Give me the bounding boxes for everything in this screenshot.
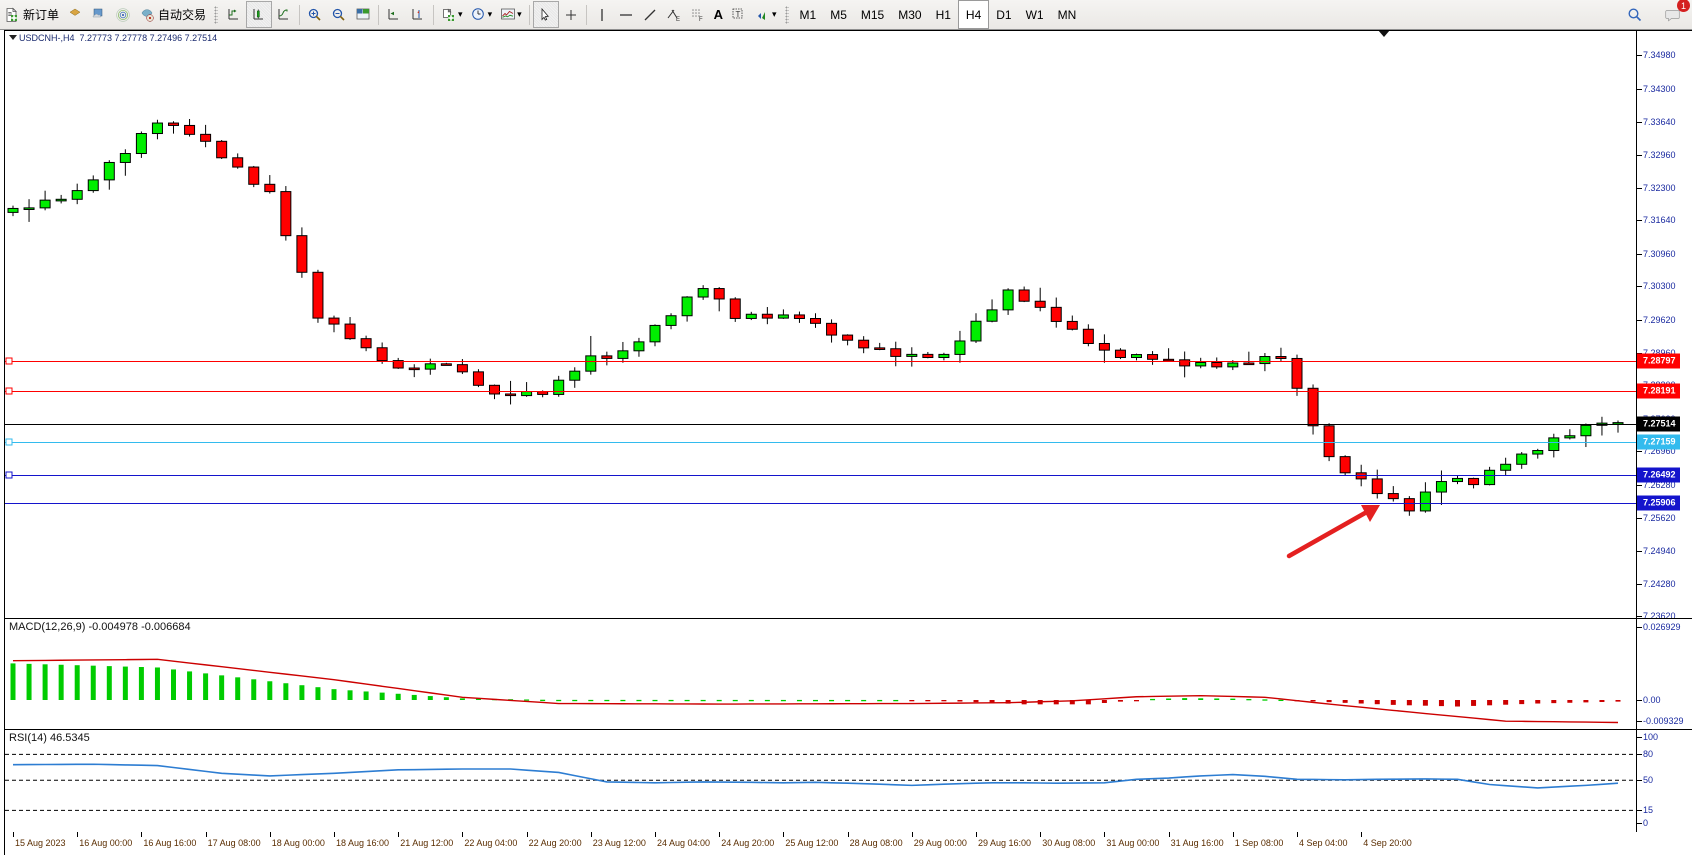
svg-text:E: E — [676, 17, 680, 23]
svg-text:T: T — [736, 10, 741, 19]
svg-text:F: F — [699, 17, 703, 23]
